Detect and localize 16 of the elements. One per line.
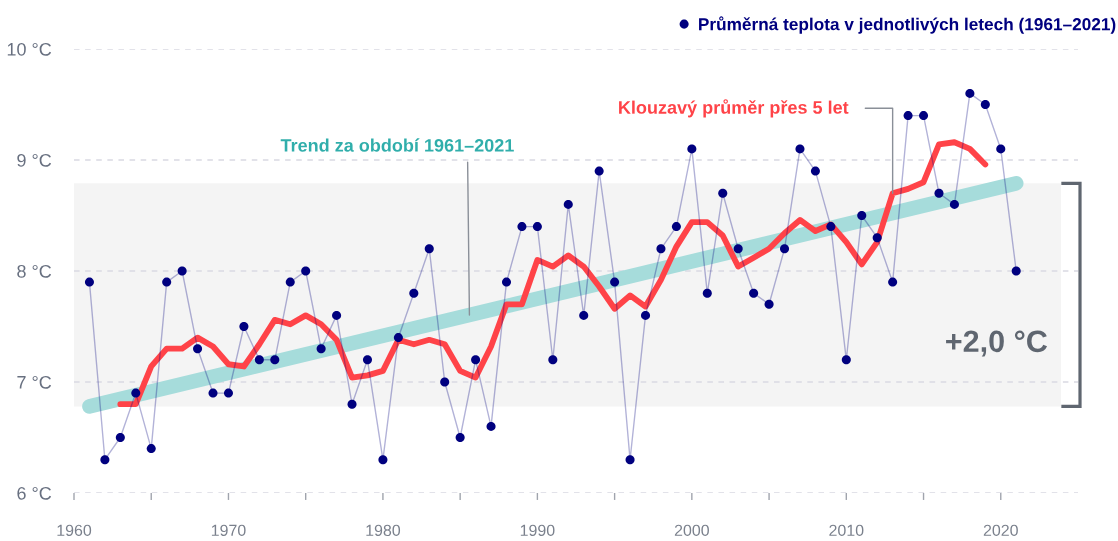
y-tick-label: 10 °C [7, 42, 52, 56]
x-tick-label: 1990 [520, 524, 555, 536]
legend-label: Průměrná teplota v jednotlivých letech (1961–2021) [699, 16, 1116, 34]
y-tick-label: 6 °C [17, 486, 52, 500]
y-tick-label: 9 °C [17, 153, 52, 167]
x-tick-label: 2000 [674, 524, 709, 536]
y-tick-label: 7 °C [17, 375, 52, 389]
x-tick-label: 1980 [366, 524, 401, 536]
x-tick-label: 2010 [829, 524, 864, 536]
x-tick-label: 1960 [57, 524, 92, 536]
text: Klouzavý průměr přes 5 let [619, 99, 849, 118]
text: Trend za období 1961–2021 [280, 138, 514, 152]
x-tick-label: 1970 [211, 524, 246, 536]
x-tick-label: 2020 [983, 524, 1018, 536]
y-tick-label: 8 °C [17, 264, 52, 278]
band-label: +2,0 °C [946, 330, 1048, 357]
